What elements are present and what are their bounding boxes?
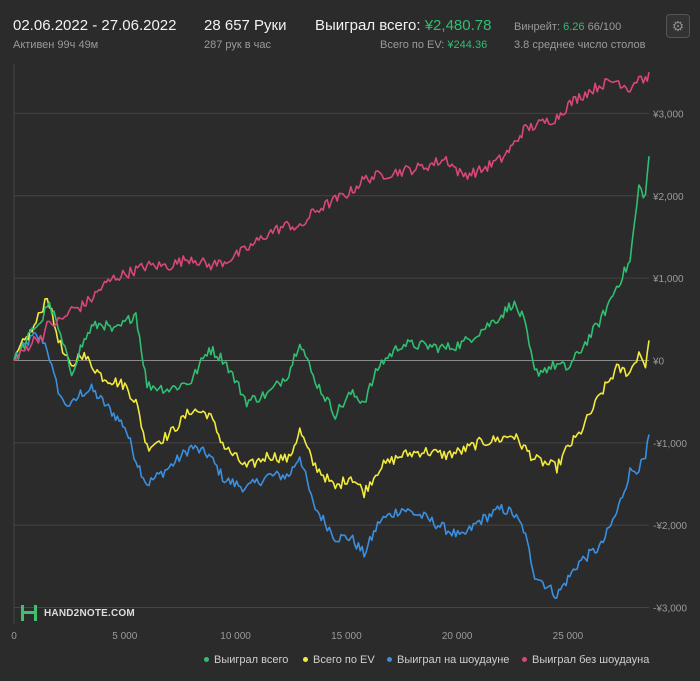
x-tick-label: 15 000 — [331, 631, 362, 642]
logo-icon — [21, 605, 37, 621]
x-tick-label: 20 000 — [442, 631, 473, 642]
hands-per-hour: 287 рук в час — [204, 39, 272, 51]
winrate-suffix: 66/100 — [587, 21, 622, 33]
y-axis-labels: ¥3,000 ¥2,000 ¥1,000 ¥0 -¥1,000 -¥2,000 -¥3,00… — [652, 109, 687, 614]
x-tick-label: 0 — [11, 631, 17, 642]
legend-item-total-won[interactable]: Выиграл всего — [204, 654, 288, 666]
y-tick-label: ¥2,000 — [652, 192, 684, 203]
chart-grid — [13, 64, 649, 624]
series-line-3 — [13, 72, 650, 362]
ev-total: Всего по EV: ¥244.36 — [380, 39, 487, 51]
y-tick-label: -¥2,000 — [653, 521, 687, 532]
active-time: Активен 99ч 49м — [13, 39, 99, 51]
ev-label: Всего по EV: — [380, 39, 445, 51]
legend-dot — [387, 656, 392, 662]
y-tick-label: ¥3,000 — [652, 109, 684, 120]
legend-dot — [522, 656, 527, 662]
gear-icon: ⚙ — [671, 17, 685, 34]
y-tick-label: ¥0 — [652, 356, 665, 367]
hand2note-logo: HAND2NOTE.COM — [20, 604, 135, 622]
x-tick-label: 25 000 — [553, 631, 584, 642]
y-tick-label: -¥3,000 — [653, 604, 687, 615]
total-won-label: Выиграл всего: — [315, 17, 421, 34]
ev-value: ¥244.36 — [447, 39, 488, 51]
legend-label: Выиграл без шоудауна — [532, 654, 650, 666]
legend-label: Выиграл на шоудауне — [397, 654, 510, 666]
total-won: Выиграл всего: ¥2,480.78 — [315, 17, 491, 34]
total-won-value: ¥2,480.78 — [424, 17, 492, 34]
y-tick-label: ¥1,000 — [652, 274, 684, 285]
y-tick-label: -¥1,000 — [653, 439, 687, 450]
x-axis-labels: 0 5 000 10 000 15 000 20 000 25 000 — [11, 631, 583, 642]
chart-legend: Выиграл всего Всего по EV Выиграл на шоу… — [0, 654, 700, 676]
winrate-label: Винрейт: — [514, 21, 561, 33]
avg-tables: 3.8 среднее число столов — [514, 39, 646, 51]
stats-header: 02.06.2022 - 27.06.2022 Активен 99ч 49м … — [0, 0, 700, 60]
legend-item-showdown[interactable]: Выиграл на шоудауне — [387, 654, 509, 666]
hands-count: 28 657 Руки — [204, 17, 287, 34]
series-line-0 — [13, 156, 650, 420]
line-chart: ¥3,000 ¥2,000 ¥1,000 ¥0 -¥1,000 -¥2,000 -¥3,00… — [11, 64, 687, 642]
legend-label: Всего по EV — [313, 654, 375, 666]
x-tick-label: 10 000 — [220, 631, 251, 642]
legend-dot — [303, 656, 308, 662]
legend-dot — [204, 656, 209, 662]
logo-text: HAND2NOTE.COM — [44, 607, 135, 619]
series-line-1 — [13, 297, 650, 499]
legend-item-ev[interactable]: Всего по EV — [303, 654, 375, 666]
winrate-value: 6.26 — [563, 21, 585, 33]
date-range: 02.06.2022 - 27.06.2022 — [13, 17, 177, 34]
winrate: Винрейт: 6.26 66/100 — [514, 21, 621, 33]
settings-button[interactable]: ⚙ — [666, 14, 690, 38]
x-tick-label: 5 000 — [112, 631, 137, 642]
legend-item-non-showdown[interactable]: Выиграл без шоудауна — [522, 654, 649, 666]
chart-lines — [13, 72, 650, 600]
legend-label: Выиграл всего — [214, 654, 289, 666]
series-line-2 — [13, 331, 650, 600]
